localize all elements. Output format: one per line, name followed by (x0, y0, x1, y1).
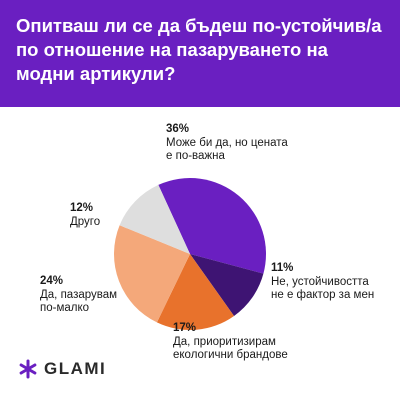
slice-label-buy-less: 24% Да, пазарувам по-малко (40, 275, 117, 316)
pie-slice-maybe-price (158, 178, 266, 274)
slice-text: Да, пазарувам по-малко (40, 288, 118, 315)
pie-slice-eco-brands (156, 254, 235, 330)
brand-name: GLAMI (44, 359, 107, 378)
slice-percent: 24% (40, 275, 64, 287)
pie-slice-not-factor (190, 254, 264, 316)
slice-text: Не, устойчивостта не е фактор за мен (271, 275, 375, 302)
slice-percent: 36% (166, 123, 190, 135)
slice-text: Може би да, но цената е по-важна (166, 136, 288, 163)
slice-percent: 12% (70, 202, 94, 214)
slice-percent: 11% (271, 262, 294, 274)
slice-label-not-factor: 11% Не, устойчивостта не е фактор за мен (271, 262, 374, 303)
pie-slice-other (119, 184, 190, 254)
chart-title: Опитваш ли се да бъдеш по-устойчив/а по … (16, 15, 382, 84)
slice-text: Да, приоритизирам екологични брандове (173, 335, 288, 362)
slice-label-maybe-price: 36% Може би да, но цената е по-важна (166, 123, 288, 164)
asterisk-logo-icon (19, 359, 37, 379)
header-banner: Опитваш ли се да бъдеш по-устойчив/а по … (0, 0, 400, 107)
glami-logo: GLAMI (18, 359, 106, 379)
slice-percent: 17% (173, 322, 197, 334)
slice-text: Друго (70, 215, 101, 228)
slice-label-eco-brands: 17% Да, приоритизирам екологични брандов… (173, 322, 288, 363)
pie-slice-buy-less (113, 225, 190, 323)
slice-label-other: 12% Друго (70, 202, 100, 229)
